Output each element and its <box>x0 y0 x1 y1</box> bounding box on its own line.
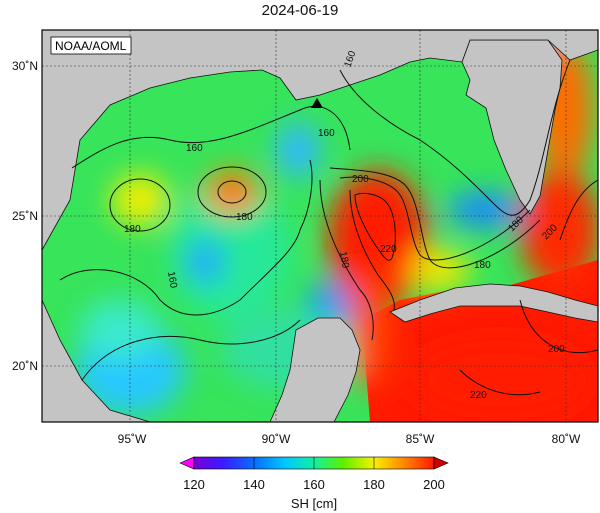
contour-label: 220 <box>470 390 487 401</box>
map-title: 2024-06-19 <box>261 2 339 19</box>
credit-box <box>50 36 132 55</box>
colorbar: 120 140 160 180 200 SH [cm] <box>179 456 449 511</box>
lat-tick-label: 30˚N <box>12 59 38 73</box>
colorbar-tick: 120 <box>183 477 205 492</box>
station-marker-icon <box>311 98 323 108</box>
contour-label: 180 <box>236 212 253 223</box>
lon-tick-label: 90˚W <box>262 432 291 446</box>
graticule <box>42 30 598 422</box>
colorbar-tick: 180 <box>363 477 385 492</box>
lat-tick-label: 20˚N <box>12 359 38 373</box>
colorbar-tick: 160 <box>303 477 325 492</box>
yucatan-land <box>269 317 361 422</box>
contour-label: 160 <box>186 143 203 154</box>
axis-labels: 95˚W 90˚W 85˚W 80˚W 30˚N 25˚N 20˚N <box>12 59 581 446</box>
lon-tick-label: 85˚W <box>406 432 435 446</box>
contour-label: 200 <box>352 174 369 185</box>
lon-tick-label: 80˚W <box>552 432 581 446</box>
contour-label: 220 <box>380 244 397 255</box>
lon-tick-label: 95˚W <box>118 432 147 446</box>
credit-label: NOAA/AOML <box>55 39 127 53</box>
colorbar-tick: 140 <box>243 477 265 492</box>
mexico-land <box>42 299 151 422</box>
contour-label: 160 <box>318 128 335 139</box>
colorbar-label: SH [cm] <box>291 496 337 511</box>
colorbar-tick: 200 <box>423 477 445 492</box>
contour-label: 180 <box>337 251 351 270</box>
contour-label: 180 <box>124 224 141 235</box>
contours <box>59 59 598 396</box>
contour-label: 180 <box>474 260 491 271</box>
contour-label: 160 <box>165 271 179 290</box>
colorbar-low-arrow <box>179 456 195 470</box>
cuba-land <box>389 283 598 323</box>
colorbar-high-arrow <box>433 456 449 470</box>
contour-label: 200 <box>548 344 565 355</box>
height-field <box>75 30 598 420</box>
lat-tick-label: 25˚N <box>12 209 38 223</box>
map-frame <box>41 29 599 423</box>
florida-land <box>461 39 563 215</box>
